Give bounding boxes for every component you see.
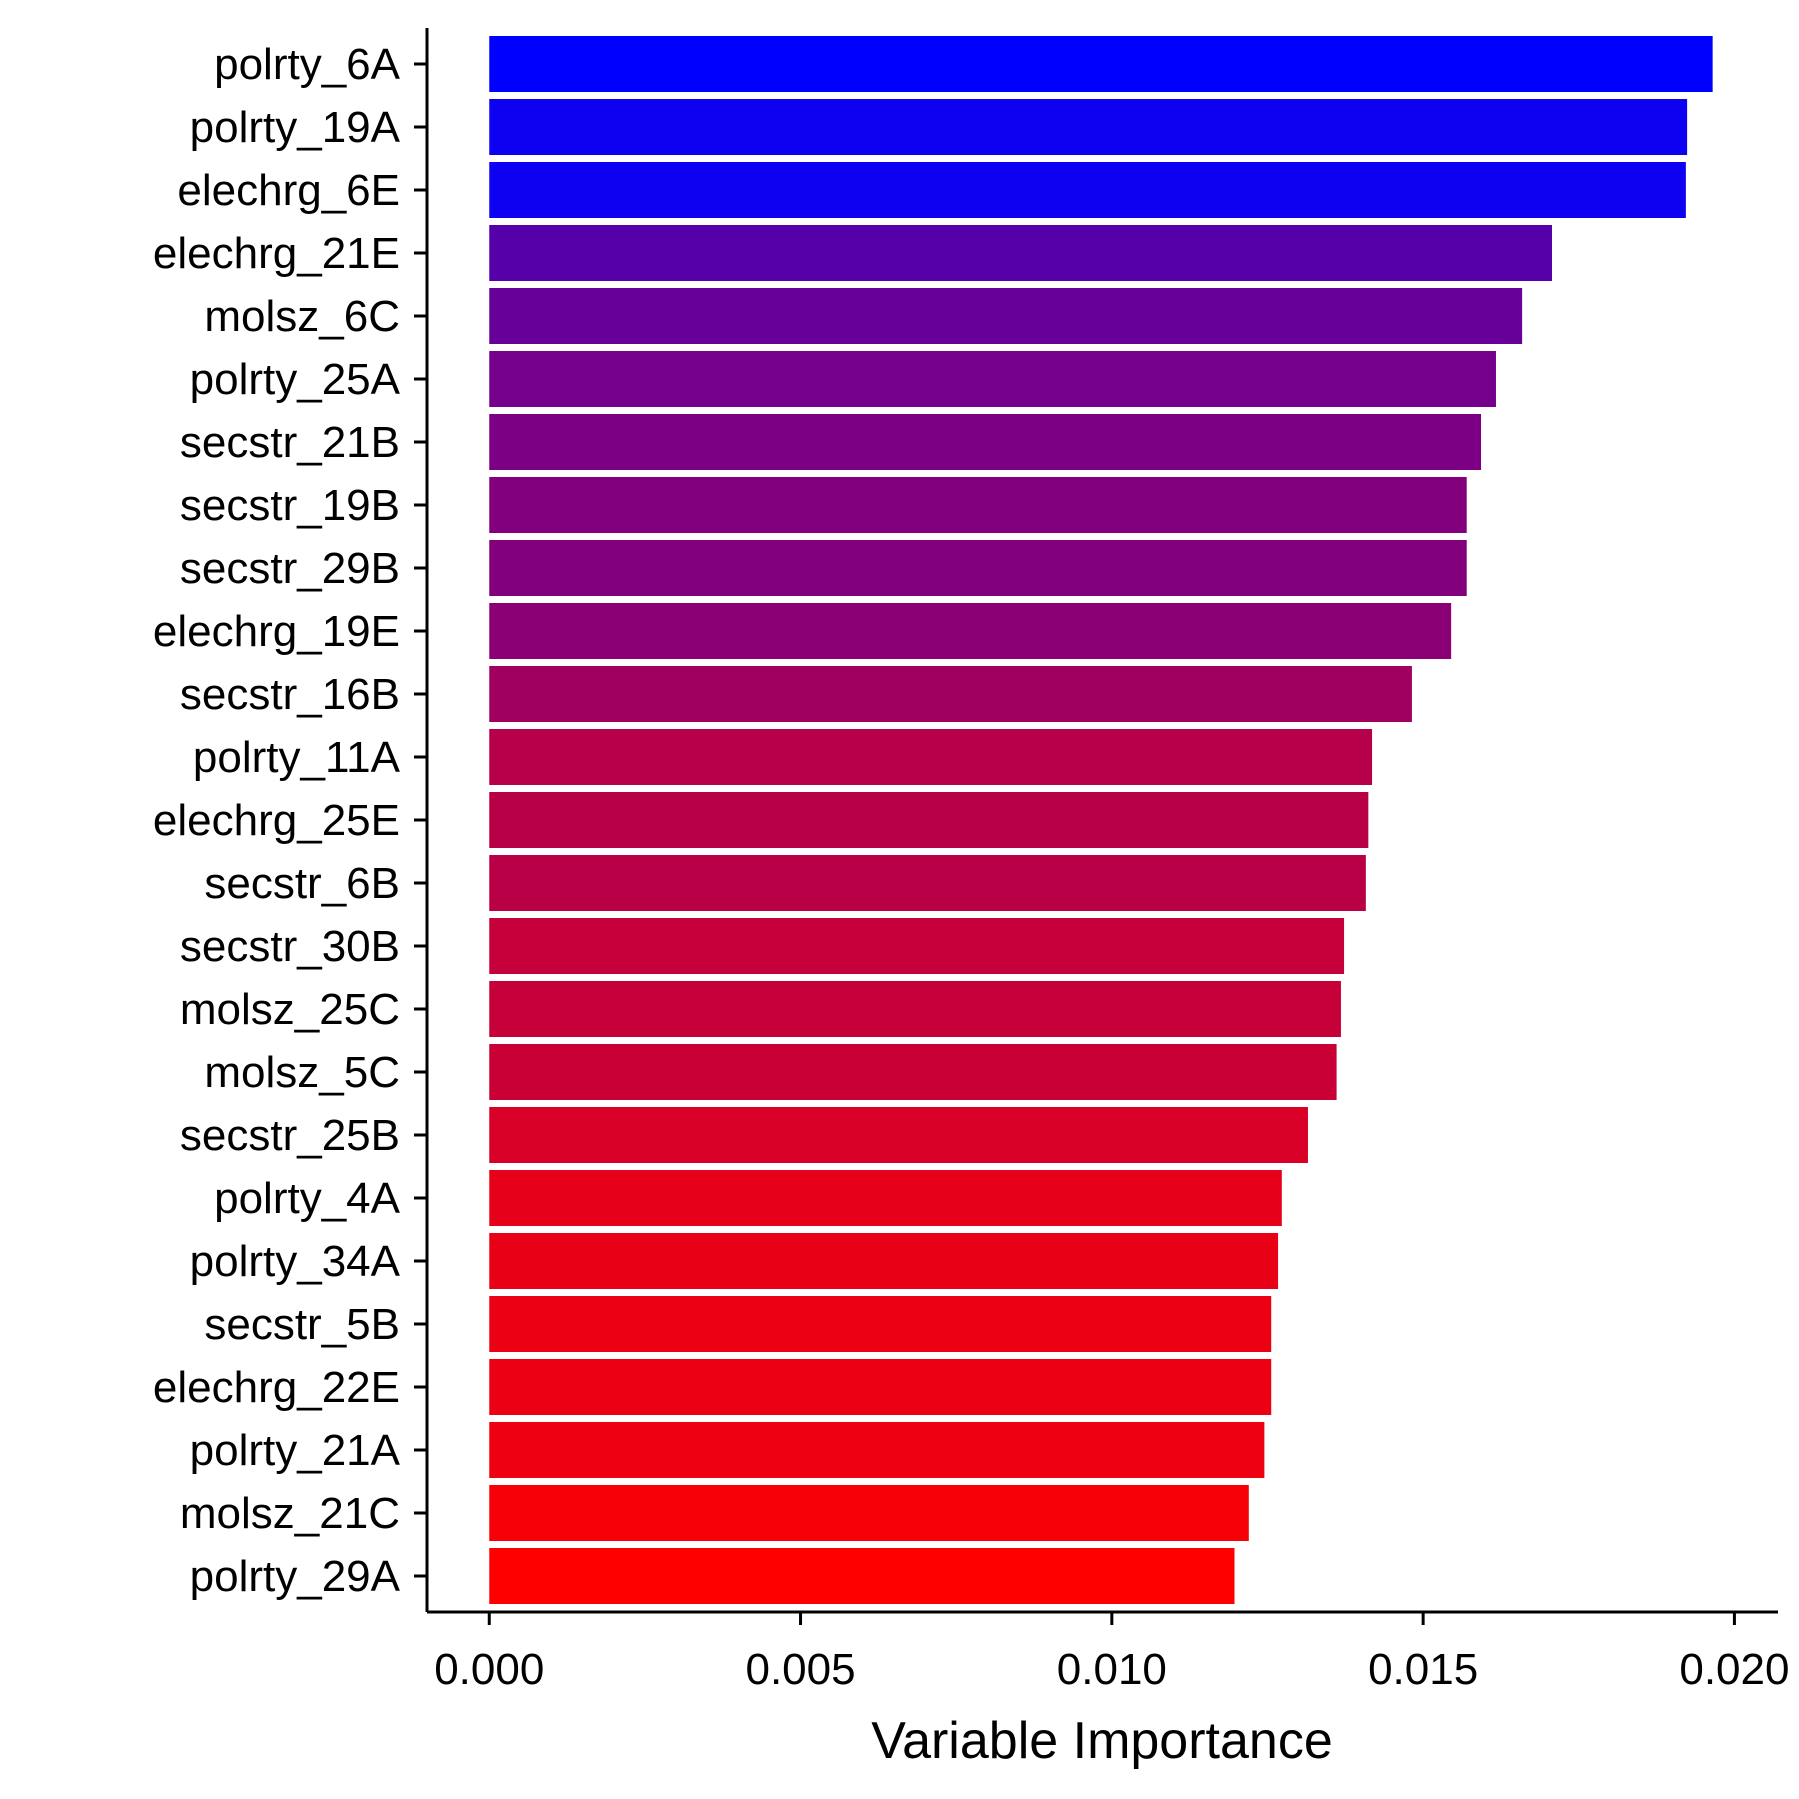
x-axis: 0.000 0.005 0.010 0.015 0.020 xyxy=(427,1610,1789,1694)
y-tick-label: secstr_30B xyxy=(180,922,400,971)
y-tick-label: secstr_5B xyxy=(204,1300,400,1349)
bar-polrty_19A xyxy=(489,99,1688,155)
bar-secstr_30B xyxy=(489,918,1345,974)
bar-polrty_25A xyxy=(489,351,1496,407)
bar-secstr_16B xyxy=(489,666,1412,722)
bar-secstr_6B xyxy=(489,855,1366,911)
y-tick-label: elechrg_22E xyxy=(153,1363,400,1412)
x-tick-label: 0.005 xyxy=(745,1645,855,1694)
bar-secstr_21B xyxy=(489,414,1482,470)
bar-elechrg_19E xyxy=(489,603,1452,659)
x-tick-label: 0.015 xyxy=(1368,1645,1478,1694)
bar-elechrg_25E xyxy=(489,792,1369,848)
bar-molsz_6C xyxy=(489,288,1523,344)
bar-polrty_21A xyxy=(489,1422,1265,1478)
y-tick-label: elechrg_25E xyxy=(153,796,400,845)
x-tick-label: 0.020 xyxy=(1679,1645,1789,1694)
y-tick-label: polrty_19A xyxy=(190,103,401,152)
y-tick-label: polrty_25A xyxy=(190,355,401,404)
bars-group xyxy=(489,36,1713,1604)
y-tick-label: elechrg_21E xyxy=(153,229,400,278)
bar-polrty_11A xyxy=(489,729,1373,785)
x-tick-label: 0.000 xyxy=(434,1645,544,1694)
bar-molsz_25C xyxy=(489,981,1341,1037)
y-tick-label: polrty_34A xyxy=(190,1237,401,1286)
bar-polrty_4A xyxy=(489,1170,1282,1226)
y-tick-label: polrty_29A xyxy=(190,1552,401,1601)
y-tick-label: molsz_5C xyxy=(204,1048,400,1097)
y-tick-label: secstr_29B xyxy=(180,544,400,593)
y-tick-label: molsz_6C xyxy=(204,292,400,341)
bar-elechrg_6E xyxy=(489,162,1686,218)
y-tick-label: molsz_25C xyxy=(180,985,400,1034)
y-tick-label: molsz_21C xyxy=(180,1489,400,1538)
bar-molsz_21C xyxy=(489,1485,1249,1541)
bar-molsz_5C xyxy=(489,1044,1337,1100)
bar-elechrg_22E xyxy=(489,1359,1272,1415)
x-tick-label: 0.010 xyxy=(1057,1645,1167,1694)
y-tick-label: polrty_21A xyxy=(190,1426,401,1475)
bar-secstr_19B xyxy=(489,477,1467,533)
y-tick-label: secstr_19B xyxy=(180,481,400,530)
bar-polrty_6A xyxy=(489,36,1713,92)
bar-secstr_5B xyxy=(489,1296,1272,1352)
bar-secstr_29B xyxy=(489,540,1467,596)
y-tick-label: elechrg_19E xyxy=(153,607,400,656)
y-tick-label: elechrg_6E xyxy=(177,166,400,215)
bar-polrty_29A xyxy=(489,1548,1235,1604)
y-tick-label: secstr_6B xyxy=(204,859,400,908)
y-axis: polrty_6A polrty_19A elechrg_6E elechrg_21E… xyxy=(153,28,429,1612)
bar-elechrg_21E xyxy=(489,225,1553,281)
bar-secstr_25B xyxy=(489,1107,1308,1163)
y-tick-label: secstr_21B xyxy=(180,418,400,467)
y-tick-label: polrty_4A xyxy=(214,1174,401,1223)
y-tick-label: secstr_25B xyxy=(180,1111,400,1160)
y-tick-label: polrty_11A xyxy=(193,733,401,782)
bar-polrty_34A xyxy=(489,1233,1279,1289)
y-tick-label: polrty_6A xyxy=(214,40,401,89)
y-tick-label: secstr_16B xyxy=(180,670,400,719)
x-axis-title: Variable Importance xyxy=(871,1712,1333,1770)
